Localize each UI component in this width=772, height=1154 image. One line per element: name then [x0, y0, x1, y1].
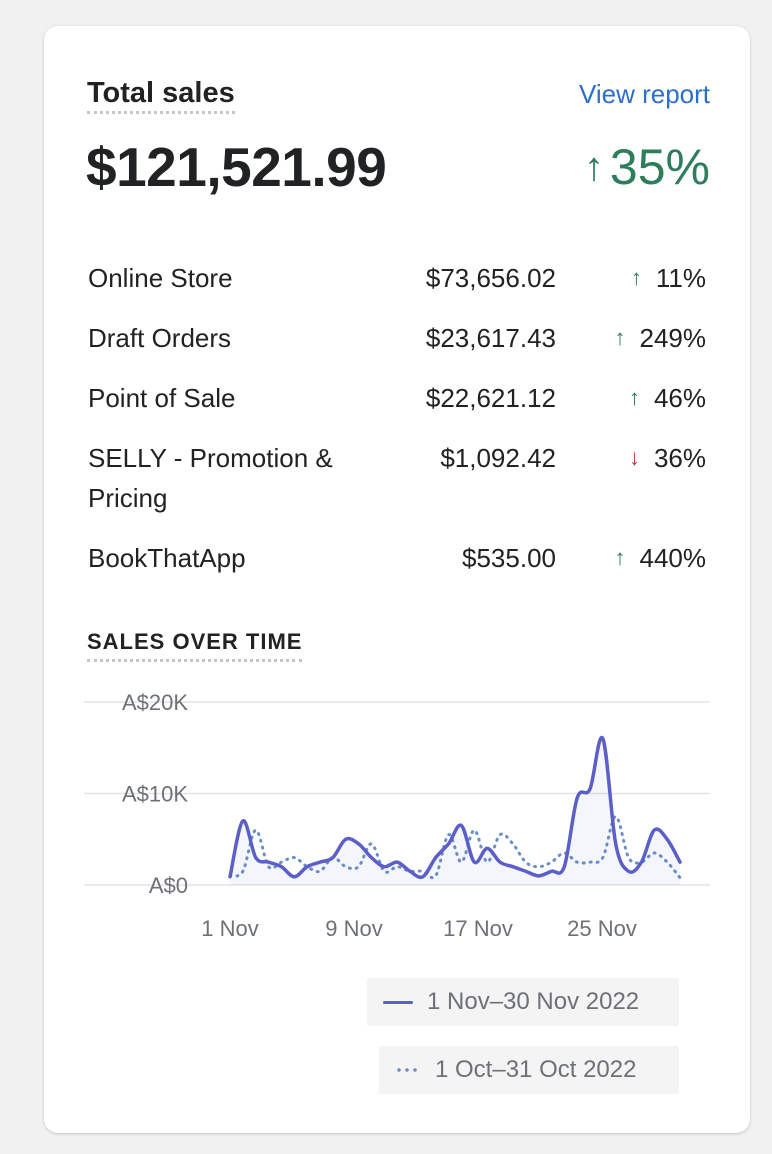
x-tick-label: 1 Nov: [201, 916, 258, 941]
channel-change: ↑ 46%: [629, 378, 706, 418]
x-tick-label: 9 Nov: [325, 916, 382, 941]
channel-change-value: 36%: [653, 443, 706, 473]
down-arrow-icon: ↓: [628, 445, 640, 470]
sales-over-time-chart[interactable]: A$20K A$10K A$0 1 Nov 9 Nov 17 Nov 25 Nov: [44, 26, 750, 1026]
up-arrow-icon: ↑: [614, 545, 626, 570]
channel-amount: $23,617.43: [425, 323, 556, 353]
total-sales-value: $121,521.99: [86, 136, 387, 198]
dotted-line-swatch: [395, 1068, 421, 1072]
channel-change: ↑ 249%: [615, 318, 707, 358]
legend-previous[interactable]: 1 Oct–31 Oct 2022: [379, 1046, 679, 1094]
legend-current[interactable]: 1 Nov–30 Nov 2022: [367, 978, 679, 1026]
channel-name: Point of Sale: [88, 383, 236, 413]
channel-amount: $1,092.42: [440, 443, 556, 473]
card-title[interactable]: Total sales: [87, 76, 235, 114]
y-tick-label: A$10K: [122, 782, 188, 807]
total-change-badge: ↑ 35%: [584, 136, 710, 198]
channel-name: Draft Orders: [88, 323, 232, 353]
channel-row: Online Store $73,656.02 ↑ 11%: [88, 258, 710, 298]
channel-row: Point of Sale $22,621.12 ↑ 46%: [88, 378, 710, 418]
up-arrow-icon: ↑: [583, 145, 604, 189]
channel-row: SELLY - Promotion & Pricing $1,092.42 ↓ 3…: [88, 438, 710, 518]
channel-change: ↑ 11%: [631, 258, 706, 298]
channel-change-value: 440%: [639, 543, 707, 573]
sales-over-time-heading[interactable]: SALES OVER TIME: [87, 629, 303, 662]
channel-change-value: 46%: [653, 383, 706, 413]
y-tick-label: A$0: [149, 873, 188, 898]
view-report-link[interactable]: View report: [578, 79, 710, 109]
channel-change-value: 11%: [655, 263, 706, 293]
channel-amount: $73,656.02: [425, 263, 556, 293]
channel-name: Online Store: [88, 263, 233, 293]
up-arrow-icon: ↑: [628, 385, 640, 410]
up-arrow-icon: ↑: [614, 325, 626, 350]
channel-change-value: 249%: [639, 323, 707, 353]
legend-current-label: 1 Nov–30 Nov 2022: [427, 988, 640, 1015]
channel-breakdown: Online Store $73,656.02 ↑ 11% Draft Order…: [88, 258, 710, 598]
y-tick-label: A$20K: [122, 690, 188, 715]
channel-name: SELLY - Promotion & Pricing: [88, 443, 333, 513]
solid-line-swatch: [383, 1000, 413, 1004]
legend-previous-label: 1 Oct–31 Oct 2022: [435, 1056, 637, 1083]
current-period-area: [230, 737, 680, 885]
up-arrow-icon: ↑: [630, 265, 642, 290]
channel-name: BookThatApp: [88, 543, 246, 573]
total-change-value: 35%: [609, 139, 710, 195]
channel-row: Draft Orders $23,617.43 ↑ 249%: [88, 318, 710, 358]
channel-change: ↓ 36%: [629, 438, 706, 478]
channel-row: BookThatApp $535.00 ↑ 440%: [88, 538, 710, 578]
channel-amount: $535.00: [462, 543, 556, 573]
current-period-line: [228, 735, 682, 880]
channel-change: ↑ 440%: [615, 538, 707, 578]
total-sales-card: Total sales View report $121,521.99 ↑ 35…: [44, 26, 750, 1133]
channel-amount: $22,621.12: [425, 383, 556, 413]
x-tick-label: 25 Nov: [567, 916, 637, 941]
x-tick-label: 17 Nov: [443, 916, 513, 941]
